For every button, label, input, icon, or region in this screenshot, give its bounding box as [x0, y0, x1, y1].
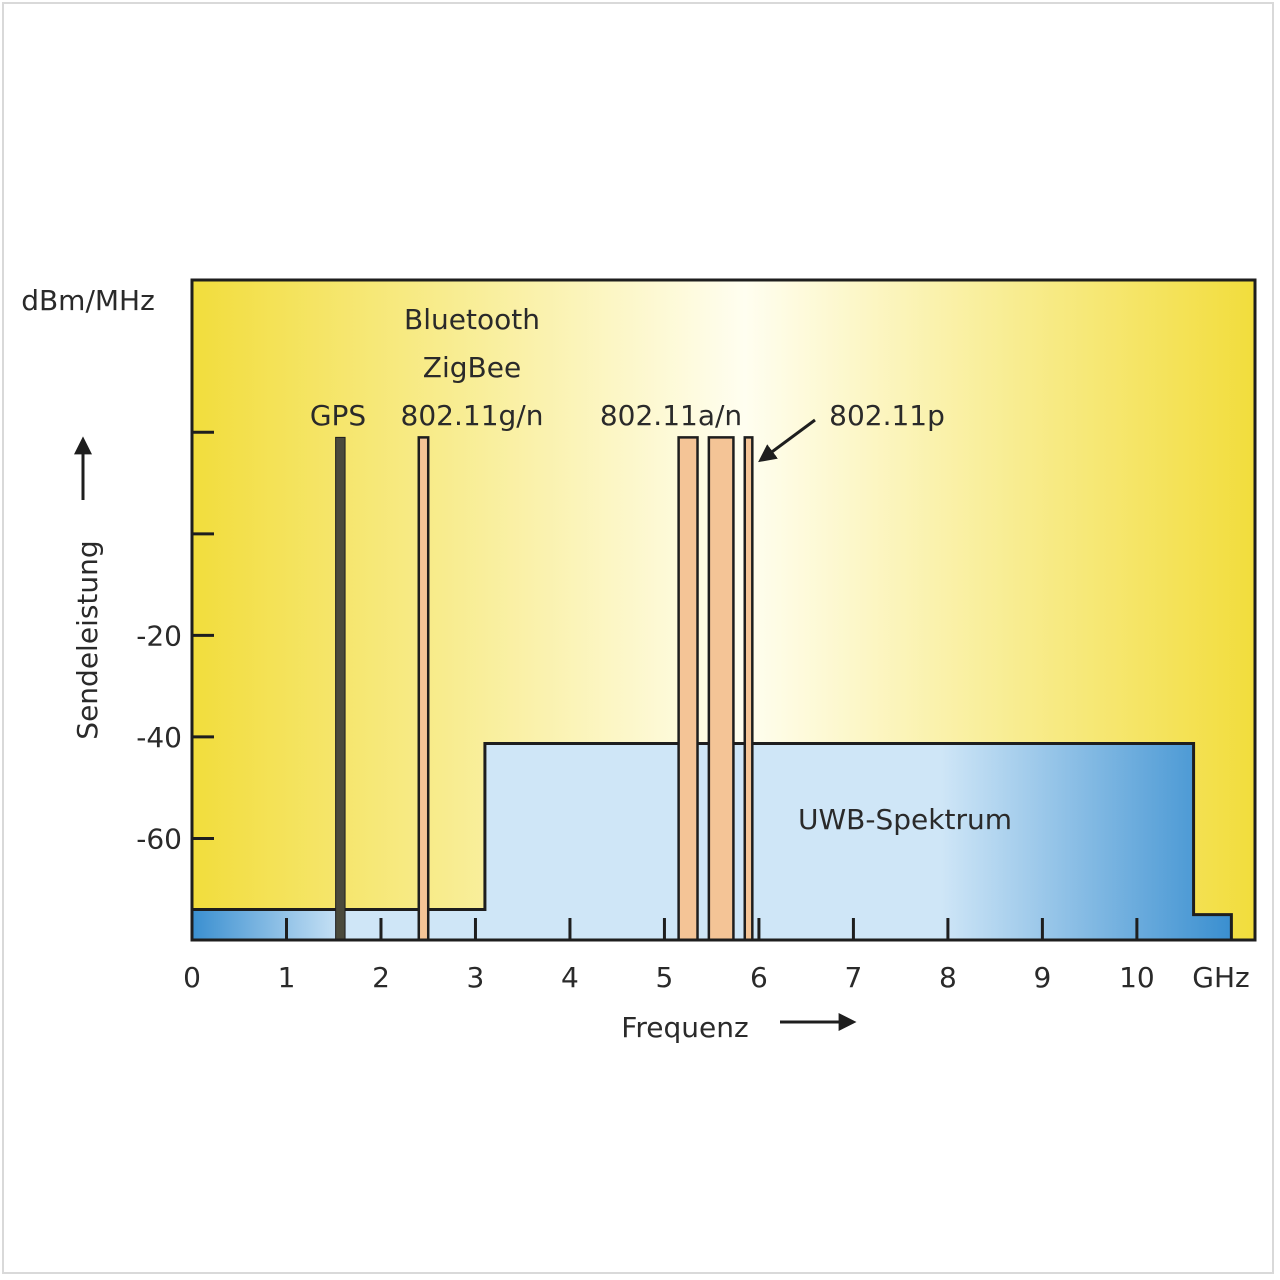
- x-tick-label: 0: [183, 961, 201, 994]
- label-zigbee: ZigBee: [423, 351, 521, 384]
- label-gps: GPS: [310, 399, 366, 432]
- x-tick-label: 10: [1119, 961, 1155, 994]
- x-axis-unit: GHz: [1192, 961, 1249, 994]
- band-bar-4: [743, 436, 754, 942]
- label-802-11g-n: 802.11g/n: [401, 399, 544, 432]
- y-tick-label: -60: [136, 822, 182, 855]
- axis-ticks: [190, 430, 1139, 940]
- axis-labels: 0 1 2 3 4 5 6 7 8 9 10 -60 -40 -20: [136, 619, 1154, 994]
- x-tick-label: 7: [845, 961, 863, 994]
- x-tick-label: 9: [1033, 961, 1051, 994]
- arrow-802-11p: [758, 418, 816, 463]
- x-tick-label: 5: [656, 961, 674, 994]
- x-tick-label: 2: [372, 961, 390, 994]
- x-tick-label: 3: [467, 961, 485, 994]
- label-bluetooth: Bluetooth: [404, 303, 540, 336]
- label-uwb-spectrum: UWB-Spektrum: [798, 803, 1012, 836]
- y-axis-title: Sendeleistung: [71, 540, 104, 739]
- label-802-11p: 802.11p: [829, 399, 945, 432]
- band-bar-1: [417, 436, 430, 942]
- plot-border: [190, 278, 1257, 942]
- label-802-11a-n: 802.11a/n: [600, 399, 742, 432]
- band-bar-3: [707, 436, 735, 942]
- y-tick-label: -40: [136, 721, 182, 754]
- y-tick-label: -20: [136, 619, 182, 652]
- band-bar-0: [335, 436, 346, 941]
- x-tick-label: 4: [561, 961, 579, 994]
- x-tick-label: 8: [939, 961, 957, 994]
- x-axis-title: Frequenz: [621, 1011, 748, 1044]
- band-bar-2: [677, 436, 699, 942]
- x-tick-label: 6: [750, 961, 768, 994]
- y-axis-unit: dBm/MHz: [21, 284, 155, 317]
- x-tick-label: 1: [278, 961, 296, 994]
